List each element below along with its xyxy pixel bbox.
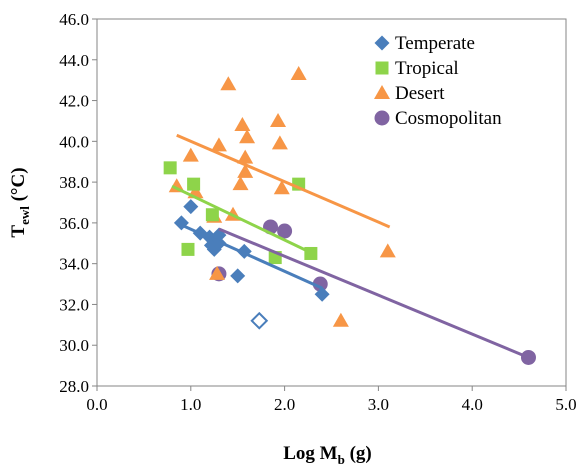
tropical-point [187, 177, 201, 191]
temperate-point [230, 268, 246, 284]
x-tick-label: 4.0 [462, 395, 483, 414]
desert-point [379, 243, 396, 258]
x-axis-title-sub: b [338, 452, 345, 467]
legend-label-temperate: Temperate [395, 33, 475, 54]
legend-label-cosmopolitan: Cosmopolitan [395, 108, 502, 129]
y-tick-label: 36.0 [59, 214, 89, 233]
y-tick-label: 34.0 [59, 255, 89, 274]
desert-point [237, 149, 254, 164]
legend-label-desert: Desert [395, 83, 445, 104]
legend-label-tropical: Tropical [395, 58, 459, 79]
y-tick-label: 42.0 [59, 92, 89, 111]
desert-point [220, 76, 237, 91]
desert-point [182, 147, 199, 162]
desert-trendline [176, 133, 391, 229]
y-tick-label: 44.0 [59, 51, 89, 70]
x-axis: 0.0 1.0 2.0 3.0 4.0 5.0 [86, 385, 576, 414]
temperate-point [314, 286, 330, 302]
x-tick-label: 3.0 [368, 395, 389, 414]
x-tick-label: 5.0 [555, 395, 576, 414]
y-tick-label: 28.0 [59, 377, 89, 396]
desert-point [232, 176, 249, 191]
desert-point [290, 66, 307, 81]
desert-point [332, 312, 349, 327]
y-axis-title-sub: ewl [17, 206, 32, 225]
desert-point [270, 112, 287, 127]
legend: Temperate Tropical Desert Cosmopolitan [374, 33, 502, 129]
desert-point [273, 180, 290, 195]
y-axis-title-main: T [8, 225, 29, 238]
tropical-point [205, 208, 219, 222]
y-tick-label: 46.0 [59, 10, 89, 29]
desert-point [271, 135, 288, 150]
y-tick-label: 38.0 [59, 173, 89, 192]
x-axis-title: Log Mb (g) [283, 443, 372, 467]
desert-point [210, 137, 227, 152]
y-axis: 28.0 30.0 32.0 34.0 36.0 38.0 40.0 42.0 44.0 46.0 [59, 10, 98, 396]
y-tick-label: 32.0 [59, 295, 89, 314]
tropical-point [181, 242, 195, 256]
y-tick-label: 40.0 [59, 132, 89, 151]
temperate-outlier-point [250, 311, 269, 330]
x-axis-title-main: Log M [283, 443, 337, 464]
data-marks [163, 66, 536, 365]
cosmopolitan-trendline [218, 227, 530, 359]
legend-marker-tropical [375, 61, 389, 75]
x-tick-label: 2.0 [274, 395, 295, 414]
legend-marker-temperate [374, 35, 390, 51]
desert-point [234, 117, 251, 132]
temperate-point [183, 199, 199, 215]
desert-point [239, 129, 256, 144]
legend-marker-desert [374, 85, 390, 99]
x-tick-label: 1.0 [180, 395, 201, 414]
desert-point [209, 265, 226, 280]
temperate-trendline [176, 221, 323, 290]
x-tick-label: 0.0 [86, 395, 107, 414]
y-axis-title-unit: (°C) [8, 167, 29, 206]
tropical-point [163, 161, 177, 175]
cosmopolitan-point [277, 223, 293, 239]
desert-point [237, 163, 254, 178]
tropical-trendline [171, 184, 314, 255]
x-axis-title-unit: (g) [345, 443, 372, 464]
y-tick-label: 30.0 [59, 336, 89, 355]
y-axis-title: Tewl (°C) [8, 167, 32, 237]
cosmopolitan-point [312, 276, 328, 292]
legend-marker-cosmopolitan [374, 110, 390, 126]
